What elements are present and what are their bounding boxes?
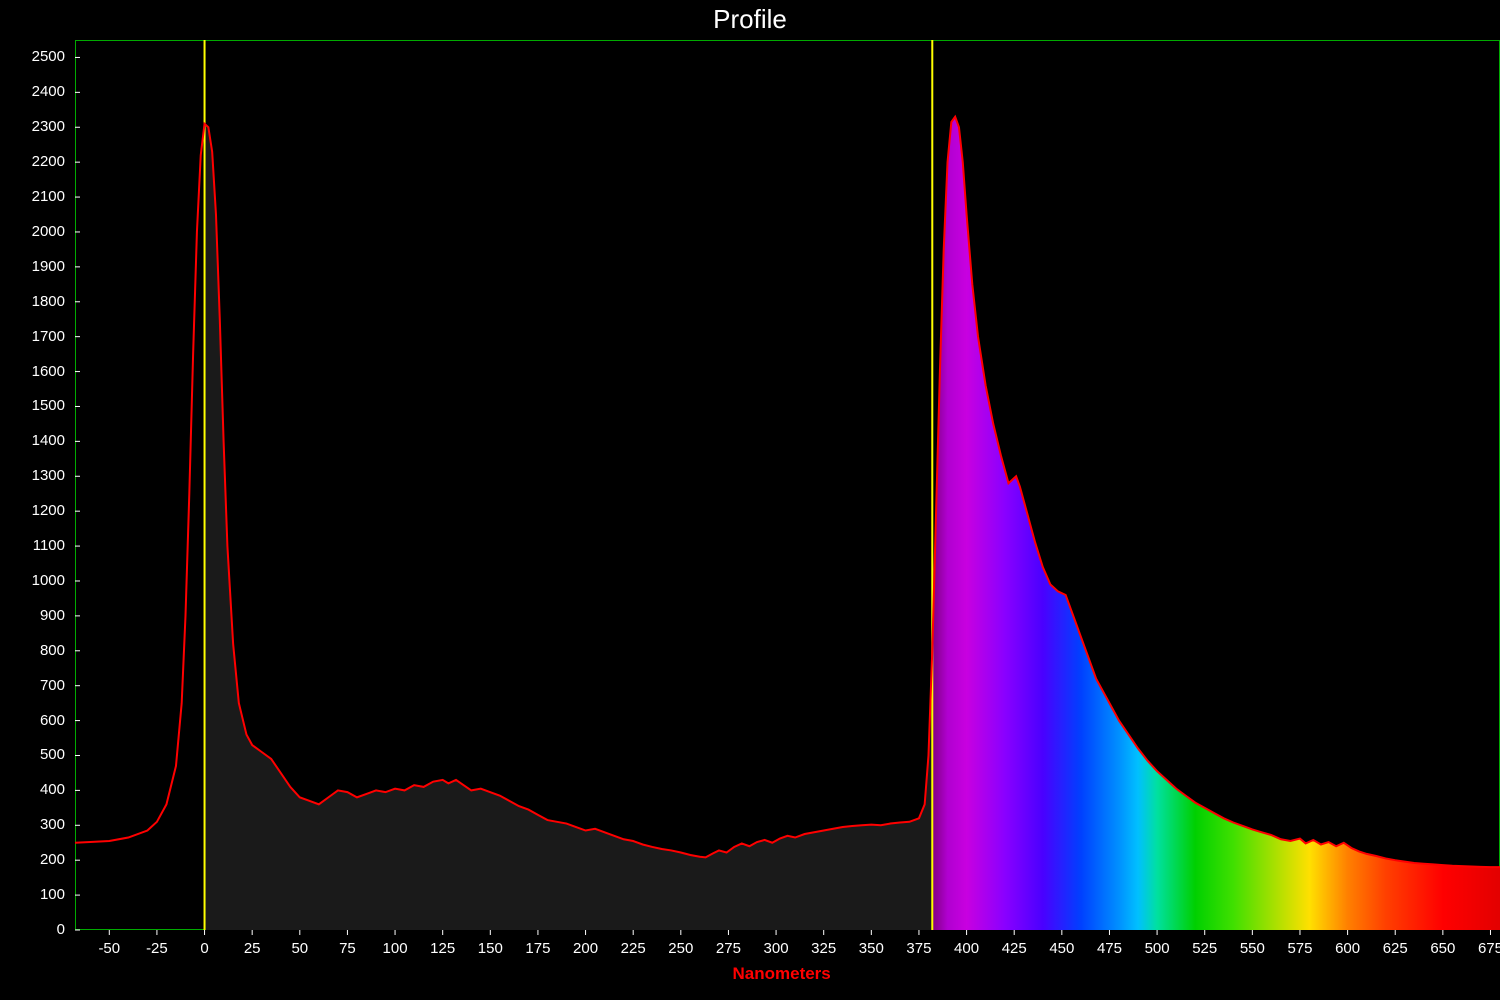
xtick-label: 325 [811,940,836,957]
ytick-label: 1800 [0,293,65,310]
ytick-label: 800 [0,642,65,659]
ytick-label: 1900 [0,258,65,275]
x-axis-label: Nanometers [733,964,831,984]
chart-svg [0,0,1500,1000]
ytick-label: 200 [0,851,65,868]
xtick-label: 400 [954,940,979,957]
xtick-label: 450 [1049,940,1074,957]
ytick-label: 400 [0,781,65,798]
profile-fill [205,124,933,930]
xtick-label: 525 [1192,940,1217,957]
xtick-label: 50 [291,940,308,957]
ytick-label: 2200 [0,153,65,170]
xtick-label: 500 [1145,940,1170,957]
chart-stage: Profile Nanometers 010020030040050060070… [0,0,1500,1000]
ytick-label: 100 [0,886,65,903]
ytick-label: 1300 [0,467,65,484]
ytick-label: 500 [0,746,65,763]
xtick-label: 275 [716,940,741,957]
xtick-label: 300 [764,940,789,957]
ytick-label: 1000 [0,572,65,589]
xtick-label: 475 [1097,940,1122,957]
ytick-label: 2300 [0,118,65,135]
xtick-label: 175 [525,940,550,957]
profile-line [75,117,1500,867]
xtick-label: 600 [1335,940,1360,957]
ytick-label: 600 [0,712,65,729]
xtick-label: 125 [430,940,455,957]
ytick-label: 2500 [0,48,65,65]
xtick-label: 0 [200,940,208,957]
xtick-label: 375 [906,940,931,957]
spectrum-fill [932,117,1500,930]
ytick-label: 700 [0,677,65,694]
ytick-label: 2400 [0,83,65,100]
xtick-label: -50 [98,940,120,957]
ytick-label: 0 [0,921,65,938]
xtick-label: -25 [146,940,168,957]
xtick-label: 425 [1002,940,1027,957]
ytick-label: 1700 [0,328,65,345]
ytick-label: 2000 [0,223,65,240]
ytick-label: 300 [0,816,65,833]
ytick-label: 1400 [0,432,65,449]
xtick-label: 200 [573,940,598,957]
xtick-label: 100 [383,940,408,957]
xtick-label: 550 [1240,940,1265,957]
xtick-label: 575 [1287,940,1312,957]
ytick-label: 1100 [0,537,65,554]
xtick-label: 625 [1383,940,1408,957]
xtick-label: 675 [1478,940,1500,957]
ytick-label: 900 [0,607,65,624]
ytick-label: 1200 [0,502,65,519]
xtick-label: 650 [1430,940,1455,957]
ytick-label: 1600 [0,363,65,380]
xtick-label: 250 [668,940,693,957]
xtick-label: 350 [859,940,884,957]
xtick-label: 225 [621,940,646,957]
xtick-label: 150 [478,940,503,957]
xtick-label: 75 [339,940,356,957]
ytick-label: 1500 [0,397,65,414]
ytick-label: 2100 [0,188,65,205]
xtick-label: 25 [244,940,261,957]
